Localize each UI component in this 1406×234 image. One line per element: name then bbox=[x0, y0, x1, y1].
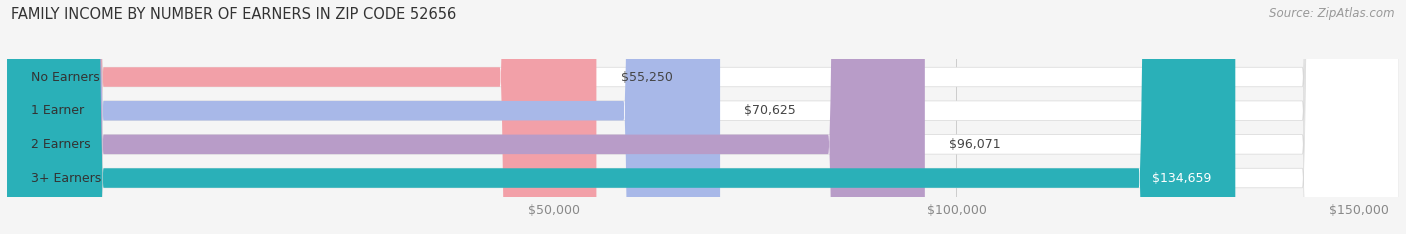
FancyBboxPatch shape bbox=[7, 0, 1236, 234]
Text: $55,250: $55,250 bbox=[620, 70, 672, 84]
FancyBboxPatch shape bbox=[7, 0, 1399, 234]
Text: $96,071: $96,071 bbox=[949, 138, 1001, 151]
FancyBboxPatch shape bbox=[7, 0, 925, 234]
FancyBboxPatch shape bbox=[7, 0, 1399, 234]
Text: Source: ZipAtlas.com: Source: ZipAtlas.com bbox=[1270, 7, 1395, 20]
Text: No Earners: No Earners bbox=[31, 70, 100, 84]
FancyBboxPatch shape bbox=[7, 0, 1399, 234]
FancyBboxPatch shape bbox=[7, 0, 1399, 234]
Text: 2 Earners: 2 Earners bbox=[31, 138, 91, 151]
Text: 3+ Earners: 3+ Earners bbox=[31, 172, 101, 185]
FancyBboxPatch shape bbox=[7, 0, 720, 234]
Text: $70,625: $70,625 bbox=[744, 104, 796, 117]
Text: $134,659: $134,659 bbox=[1152, 172, 1211, 185]
Text: 1 Earner: 1 Earner bbox=[31, 104, 84, 117]
FancyBboxPatch shape bbox=[7, 0, 596, 234]
Text: FAMILY INCOME BY NUMBER OF EARNERS IN ZIP CODE 52656: FAMILY INCOME BY NUMBER OF EARNERS IN ZI… bbox=[11, 7, 457, 22]
